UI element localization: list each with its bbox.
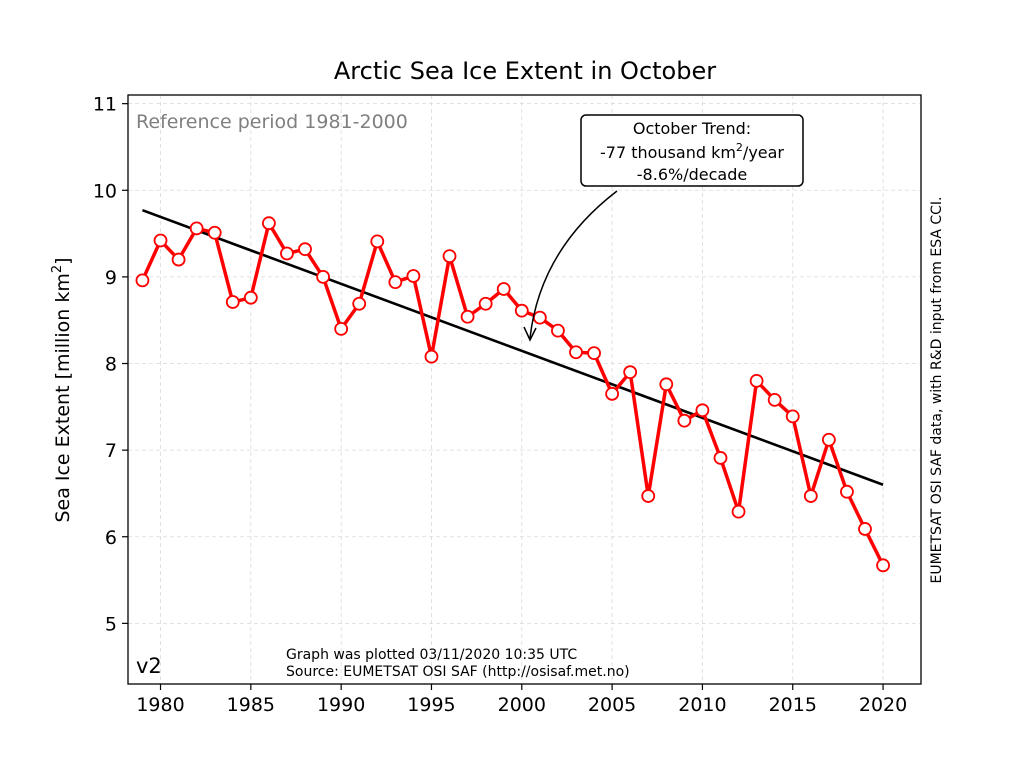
data-point: [785, 409, 800, 424]
data-point: [623, 365, 638, 380]
y-axis-label-close: ]: [52, 257, 74, 264]
trend-annotation-arrow: [529, 190, 618, 339]
trend-annotation-line2: -77 thousand km2/year: [600, 141, 784, 162]
y-tick-label: 8: [105, 354, 117, 376]
trend-annotation-line2-main: -77 thousand km: [600, 143, 736, 162]
x-tick-label: 2000: [498, 694, 546, 716]
data-point: [135, 273, 150, 288]
data-point: [316, 269, 330, 284]
data-point: [478, 296, 493, 311]
y-tick-label: 11: [93, 94, 117, 116]
data-point: [171, 252, 186, 267]
data-point: [551, 323, 565, 338]
series-layer: [135, 216, 890, 573]
trend-annotation-line1: October Trend:: [633, 119, 751, 138]
trend-annotation-box: [580, 114, 804, 187]
chart-title: Arctic Sea Ice Extent in October: [334, 57, 716, 85]
trend-annotation-arrowhead: [523, 326, 537, 342]
data-point: [334, 321, 349, 336]
data-point: [496, 282, 511, 296]
trend-annotation-line2-superscript: 2: [736, 141, 743, 154]
data-point: [352, 296, 367, 311]
data-point: [370, 234, 385, 249]
y-tick-label: 10: [93, 180, 117, 202]
data-point: [840, 484, 854, 499]
data-point: [261, 216, 276, 231]
x-tick-label: 1995: [407, 694, 455, 716]
data-point: [821, 432, 836, 447]
data-point: [677, 413, 692, 428]
data-point: [803, 489, 818, 503]
x-tick-label: 1980: [136, 694, 184, 716]
trend-line: [141, 208, 884, 486]
x-tick-label: 1985: [227, 694, 275, 716]
data-point: [749, 373, 764, 388]
data-point: [298, 242, 312, 257]
source-text: Source: EUMETSAT OSI SAF (http://osisaf.…: [286, 664, 630, 680]
data-point: [406, 269, 421, 283]
x-tick-label: 2015: [769, 694, 817, 716]
trend-line-layer: [141, 208, 884, 486]
plot-frame: [127, 94, 922, 685]
data-credit-text: EUMETSAT OSI SAF data, with R&D input fr…: [929, 196, 945, 583]
x-tick-label: 2010: [678, 694, 726, 716]
y-tick-label: 5: [105, 613, 117, 635]
data-point: [424, 349, 439, 364]
data-point: [207, 225, 222, 240]
data-point: [587, 346, 601, 361]
y-tick-label: 6: [105, 527, 117, 549]
version-label: v2: [136, 654, 162, 678]
data-point: [243, 290, 258, 305]
trend-annotation-line2-end: /year: [743, 143, 785, 162]
data-point: [388, 275, 403, 289]
x-tick-label: 2005: [588, 694, 636, 716]
trend-annotation-line3: -8.6%/decade: [637, 165, 747, 184]
data-point: [695, 403, 710, 418]
data-point: [153, 233, 168, 248]
data-point: [442, 249, 457, 264]
y-axis-label: Sea Ice Extent [million km2]: [50, 257, 74, 522]
data-point: [713, 451, 728, 465]
x-tick-label: 2020: [859, 694, 907, 716]
data-point: [532, 310, 547, 325]
data-point: [280, 246, 294, 261]
data-point: [767, 392, 782, 407]
data-point: [876, 558, 890, 573]
data-point: [514, 303, 529, 318]
plotted-date-text: Graph was plotted 03/11/2020 10:35 UTC: [286, 647, 577, 663]
data-point: [858, 522, 872, 536]
data-point: [659, 377, 674, 392]
data-point: [731, 504, 746, 519]
x-tick-label: 1990: [317, 694, 365, 716]
data-point: [460, 309, 475, 324]
data-point: [569, 345, 583, 360]
y-tick-label: 9: [105, 267, 117, 289]
reference-period-label: Reference period 1981-2000: [136, 111, 408, 133]
data-point: [225, 295, 240, 309]
data-point: [605, 386, 620, 401]
data-point: [641, 489, 656, 503]
data-point: [189, 221, 204, 236]
y-axis-label-superscript: 2: [50, 265, 65, 273]
y-axis-label-main: Sea Ice Extent [million km: [52, 273, 74, 522]
y-tick-label: 7: [105, 440, 117, 462]
axis-ticks: 1980 1985 1990 1995 2000 2005 2010 2015 2020 5 6 7 8…: [93, 94, 907, 716]
